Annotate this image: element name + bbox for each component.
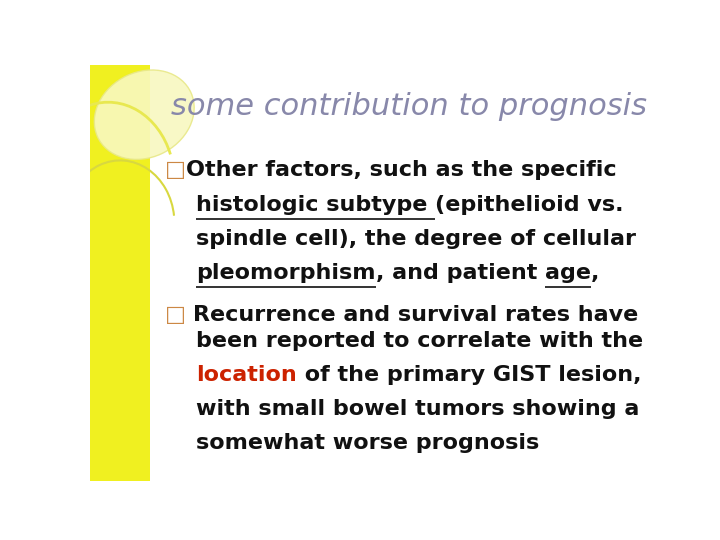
Text: histologic subtype: histologic subtype (197, 194, 436, 214)
Text: with small bowel tumors showing a: with small bowel tumors showing a (166, 399, 639, 419)
Text: pleomorphism: pleomorphism (197, 263, 376, 283)
Text: □: □ (166, 305, 194, 325)
Text: of the primary GIST lesion,: of the primary GIST lesion, (297, 365, 642, 385)
Text: some contribution to prognosis: some contribution to prognosis (171, 92, 647, 121)
Text: □: □ (166, 160, 186, 180)
Text: ,: , (591, 263, 599, 283)
Ellipse shape (94, 70, 194, 159)
Bar (90, 65, 150, 481)
Text: (epithelioid vs.: (epithelioid vs. (436, 194, 624, 214)
Text: location: location (197, 365, 297, 385)
Text: been reported to correlate with the: been reported to correlate with the (166, 331, 644, 351)
Text: spindle cell), the degree of cellular: spindle cell), the degree of cellular (166, 228, 636, 248)
Text: Other factors, such as the specific: Other factors, such as the specific (186, 160, 617, 180)
Text: , and patient: , and patient (376, 263, 545, 283)
Text: age: age (545, 263, 591, 283)
Text: somewhat worse prognosis: somewhat worse prognosis (166, 433, 539, 453)
Text: Recurrence and survival rates have: Recurrence and survival rates have (194, 305, 639, 325)
